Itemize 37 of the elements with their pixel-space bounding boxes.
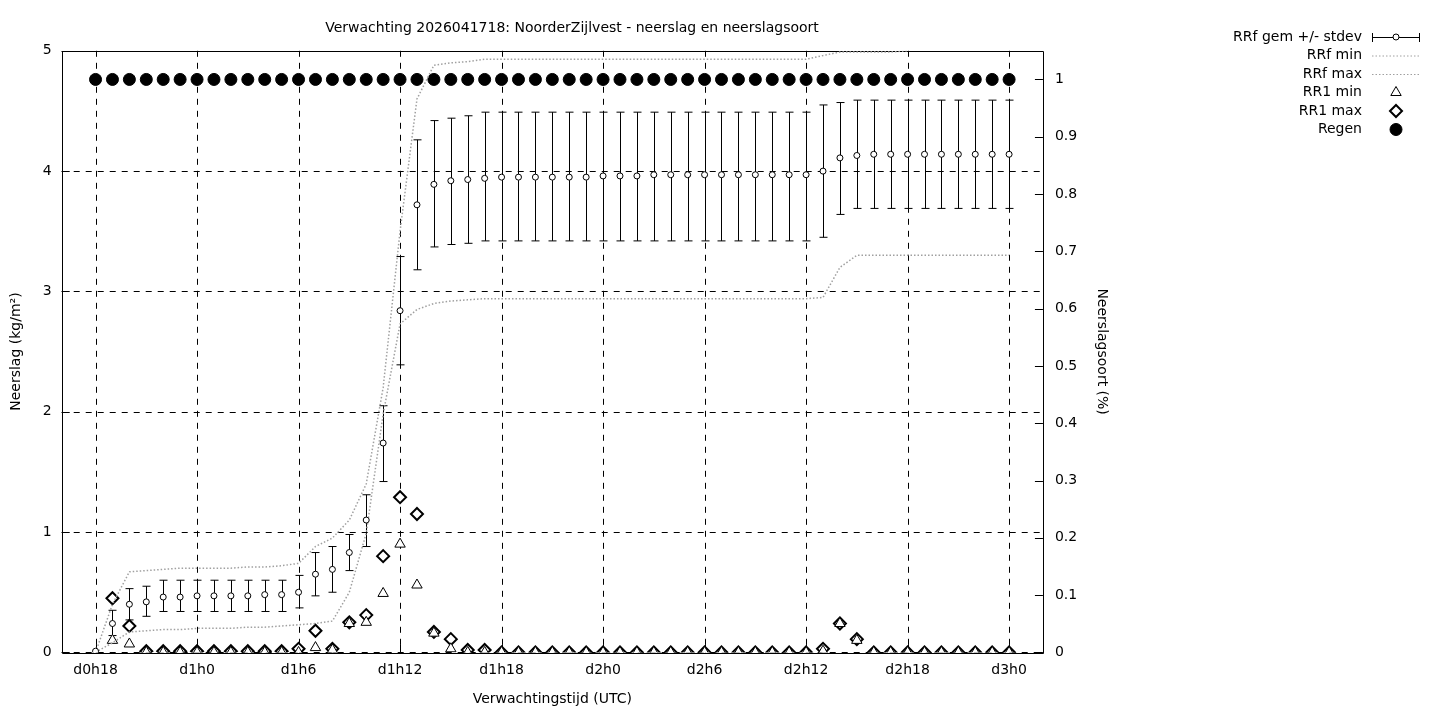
x-tick-label: d3h0 bbox=[991, 661, 1027, 678]
y-tick-label: 1 bbox=[42, 522, 52, 539]
legend-label: RRf max bbox=[1302, 64, 1362, 81]
legend-label: RRf gem +/- stdev bbox=[1233, 27, 1362, 44]
x-tick-label: d0h18 bbox=[73, 661, 118, 678]
y2-tick-label: 0.6 bbox=[1054, 299, 1078, 316]
y2-tick-label: 0.1 bbox=[1054, 585, 1078, 602]
y2-tick-label: 0.3 bbox=[1054, 471, 1078, 488]
x-tick-label: d2h0 bbox=[585, 661, 621, 678]
x-tick-label: d2h6 bbox=[686, 661, 723, 678]
y-tick-label: 0 bbox=[42, 643, 52, 660]
x-tick-label: d2h12 bbox=[783, 661, 829, 678]
y2-tick-label: 1 bbox=[1054, 70, 1064, 87]
x-axis-title: Verwachtingstijd (UTC) bbox=[472, 690, 632, 707]
y2-tick-label: 0.4 bbox=[1054, 413, 1078, 430]
x-tick-label: d1h18 bbox=[479, 661, 524, 678]
y-tick-label: 3 bbox=[42, 282, 52, 299]
y-tick-label: 4 bbox=[42, 161, 52, 178]
y2-tick-label: 0.7 bbox=[1054, 241, 1078, 258]
y2-tick-label: 0.8 bbox=[1054, 184, 1078, 201]
x-tick-label: d1h0 bbox=[179, 661, 215, 678]
y2-tick-label: 0.2 bbox=[1054, 528, 1078, 545]
legend-label: Regen bbox=[1317, 120, 1362, 137]
legend-label: RR1 max bbox=[1298, 101, 1362, 118]
y2-tick-label: 0.5 bbox=[1054, 356, 1078, 373]
y2-axis-title: Neerslagsoort (%) bbox=[1094, 288, 1111, 415]
legend-label: RRf min bbox=[1306, 46, 1362, 63]
x-tick-label: d1h12 bbox=[377, 661, 423, 678]
y-tick-label: 5 bbox=[42, 41, 52, 58]
y2-tick-label: 0.9 bbox=[1054, 127, 1078, 144]
y-axis-title: Neerslag (kg/m²) bbox=[7, 292, 24, 411]
x-tick-label: d1h6 bbox=[280, 661, 317, 678]
legend-label: RR1 min bbox=[1302, 83, 1362, 100]
chart-title: Verwachting 2026041718: NoorderZijlvest - neerslag en neerslagsoort bbox=[325, 19, 820, 36]
y-tick-label: 2 bbox=[42, 402, 52, 419]
y2-tick-label: 0 bbox=[1054, 643, 1064, 660]
x-tick-label: d2h18 bbox=[885, 661, 930, 678]
